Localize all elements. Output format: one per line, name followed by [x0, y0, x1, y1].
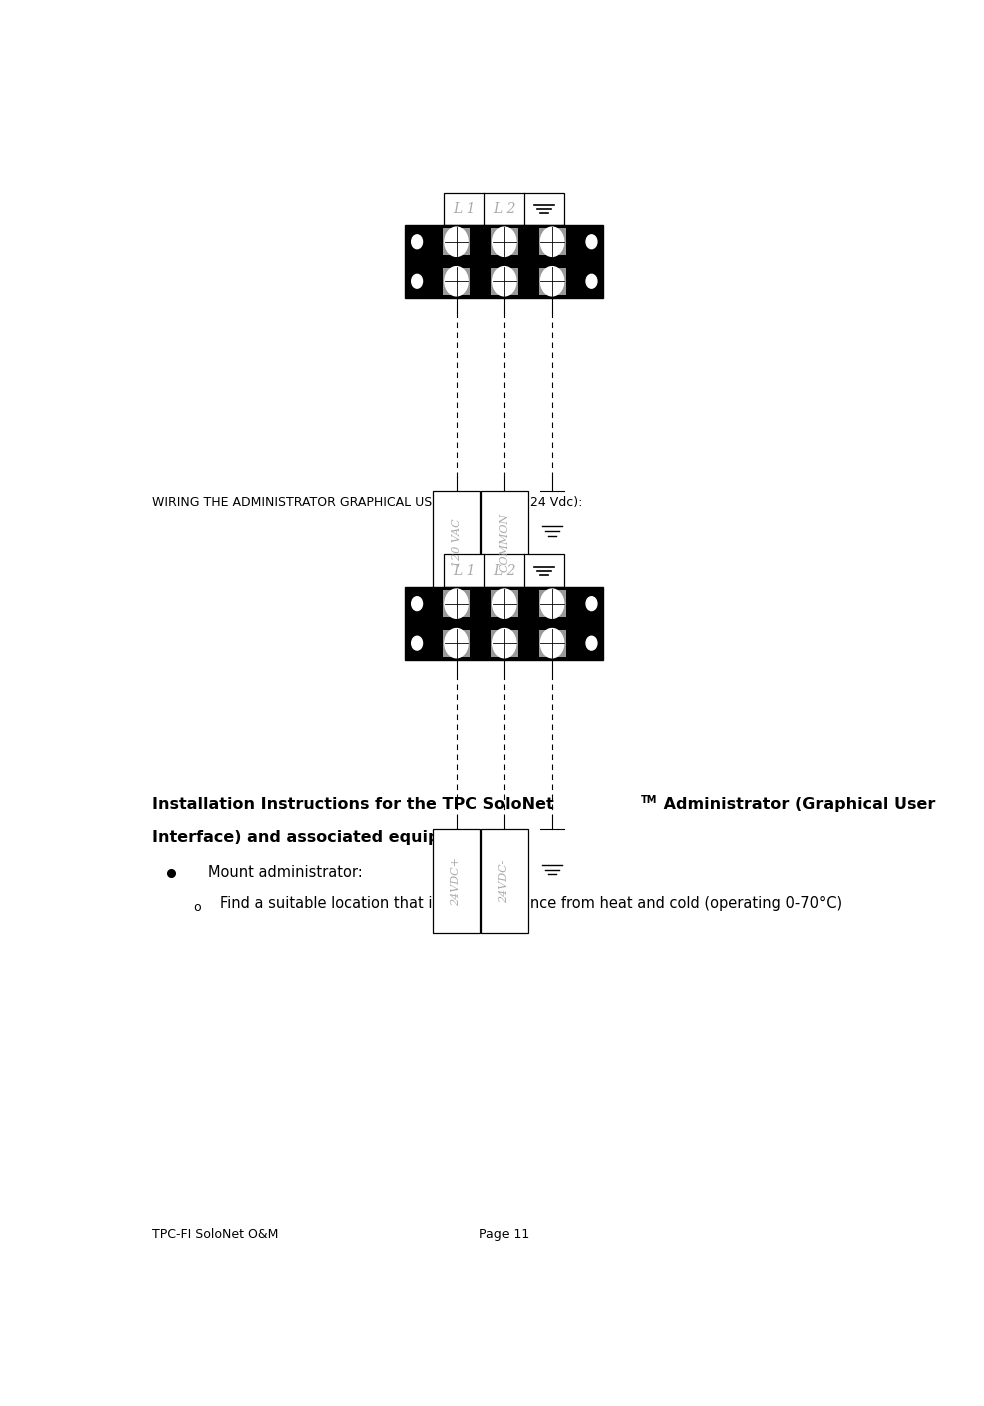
Bar — [443, 591, 470, 617]
Bar — [433, 491, 480, 595]
Ellipse shape — [540, 628, 564, 658]
Text: 24VDC+: 24VDC+ — [452, 856, 461, 905]
Ellipse shape — [493, 267, 516, 295]
Bar — [538, 630, 566, 657]
Ellipse shape — [540, 267, 564, 295]
Text: L 1: L 1 — [453, 201, 475, 215]
Text: Mount administrator:: Mount administrator: — [209, 865, 363, 880]
Bar — [491, 591, 518, 617]
Bar — [443, 630, 470, 657]
Bar — [491, 630, 518, 657]
Ellipse shape — [586, 596, 597, 610]
Bar — [433, 830, 480, 934]
Ellipse shape — [493, 628, 516, 658]
Ellipse shape — [493, 589, 516, 619]
Bar — [443, 267, 470, 295]
Bar — [444, 193, 565, 225]
Text: Page 11: Page 11 — [479, 1227, 529, 1241]
Ellipse shape — [411, 596, 422, 610]
Bar — [538, 228, 566, 256]
Ellipse shape — [445, 228, 468, 256]
Ellipse shape — [586, 637, 597, 650]
Ellipse shape — [445, 267, 468, 295]
Ellipse shape — [586, 274, 597, 288]
Bar — [443, 228, 470, 256]
Text: Installation Instructions for the TPC SoloNet: Installation Instructions for the TPC So… — [153, 797, 554, 813]
Text: o: o — [193, 901, 201, 914]
Ellipse shape — [445, 589, 468, 619]
Ellipse shape — [411, 637, 422, 650]
Text: COMMON: COMMON — [499, 513, 510, 572]
Text: Find a suitable location that is a safe distance from heat and cold (operating 0: Find a suitable location that is a safe … — [219, 896, 842, 911]
Text: 120 VAC: 120 VAC — [452, 519, 461, 567]
Bar — [481, 491, 527, 595]
Bar — [491, 267, 518, 295]
Text: Administrator (Graphical User: Administrator (Graphical User — [657, 797, 935, 813]
Ellipse shape — [586, 235, 597, 249]
Text: Interface) and associated equipment:: Interface) and associated equipment: — [153, 830, 493, 845]
Text: 24VDC-: 24VDC- — [499, 859, 510, 903]
Ellipse shape — [445, 628, 468, 658]
Bar — [481, 830, 527, 934]
Text: WIRING THE ADMINISTRATOR GRAPHICAL USER INTERFACE (24 Vdc):: WIRING THE ADMINISTRATOR GRAPHICAL USER … — [153, 496, 583, 509]
Bar — [491, 228, 518, 256]
Text: TPC-FI SoloNet O&M: TPC-FI SoloNet O&M — [153, 1227, 278, 1241]
Bar — [444, 554, 565, 586]
Bar — [405, 586, 603, 659]
Bar — [405, 225, 603, 298]
Ellipse shape — [493, 228, 516, 256]
Bar — [538, 267, 566, 295]
Text: L 1: L 1 — [453, 564, 475, 578]
Ellipse shape — [540, 589, 564, 619]
Text: TM: TM — [641, 794, 657, 804]
Ellipse shape — [411, 274, 422, 288]
Text: L 2: L 2 — [493, 201, 516, 215]
Text: L 2: L 2 — [493, 564, 516, 578]
Ellipse shape — [540, 228, 564, 256]
Bar — [538, 591, 566, 617]
Ellipse shape — [411, 235, 422, 249]
